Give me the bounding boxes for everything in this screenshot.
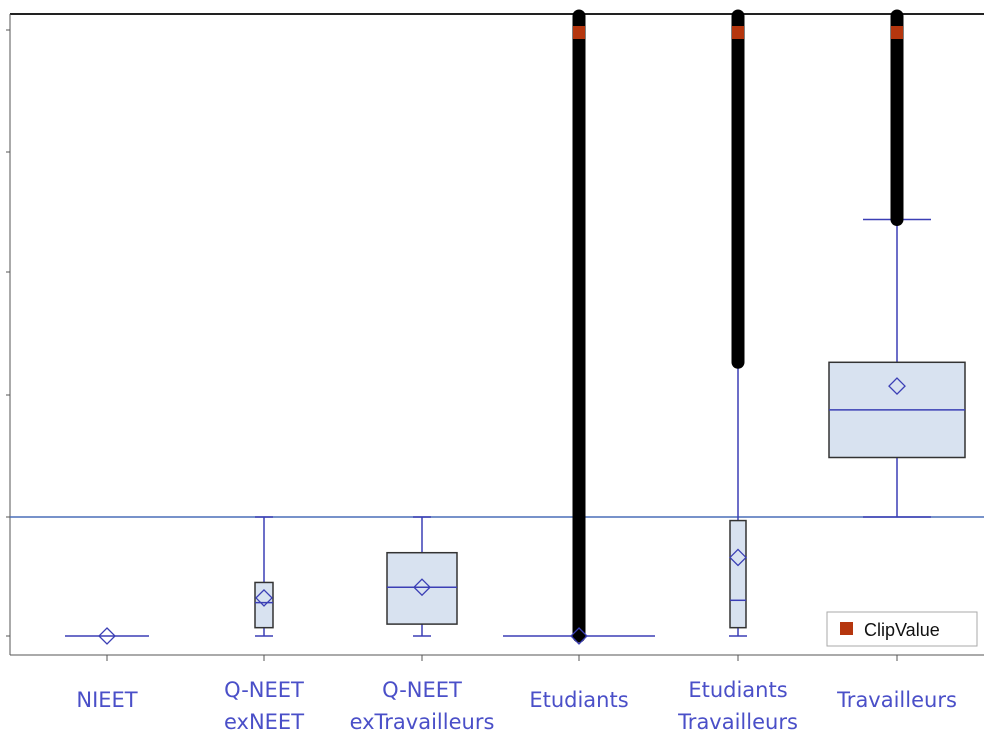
box-group: [65, 627, 149, 645]
legend-clip-swatch: [840, 622, 853, 635]
legend-label: ClipValue: [864, 620, 940, 640]
box-group: [386, 516, 458, 637]
category-label: Etudiants: [529, 688, 628, 712]
box-group: [503, 9, 655, 645]
plot-area: [6, 9, 984, 661]
mean-marker: [570, 627, 588, 645]
category-label: Travailleurs: [836, 688, 957, 712]
box-group: [729, 9, 747, 637]
category-label: Travailleurs: [677, 710, 798, 734]
clip-value-marker: [732, 26, 744, 39]
legend: ClipValue: [826, 611, 978, 647]
category-label: Q-NEET: [382, 678, 462, 702]
category-axis-labels: NIEET Q-NEET exNEET Q-NEET exTravailleurs Etu…: [76, 678, 957, 734]
category-label: exNEET: [224, 710, 304, 734]
category-label: NIEET: [76, 688, 137, 712]
box-iqr: [729, 519, 747, 629]
mean-marker: [98, 627, 116, 645]
category-label: Etudiants: [688, 678, 787, 702]
clip-value-marker: [573, 26, 585, 39]
box-group: [828, 9, 966, 518]
mean-marker: [729, 548, 747, 567]
box-iqr: [386, 551, 458, 625]
mean-marker: [255, 589, 273, 607]
mean-marker: [413, 578, 431, 597]
clip-value-marker: [891, 26, 903, 39]
category-label: Q-NEET: [224, 678, 304, 702]
box-group: [254, 516, 274, 637]
mean-marker: [888, 377, 906, 396]
category-label: exTravailleurs: [350, 710, 495, 734]
